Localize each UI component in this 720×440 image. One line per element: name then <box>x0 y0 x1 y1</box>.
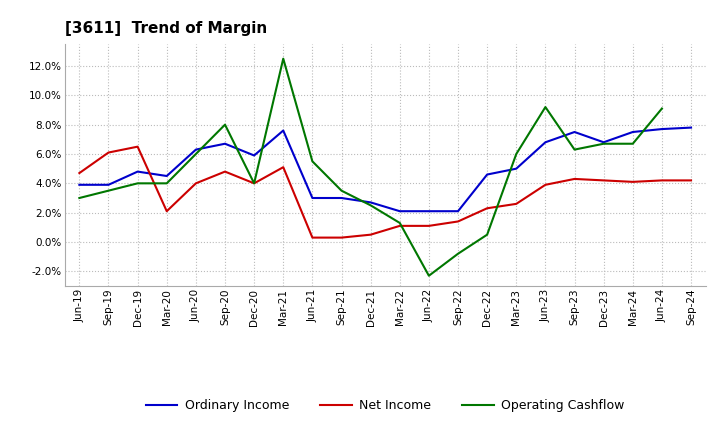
Net Income <box>75 170 84 176</box>
Net Income <box>599 178 608 183</box>
Operating Cashflow <box>657 106 666 111</box>
Ordinary Income <box>541 139 550 145</box>
Operating Cashflow <box>192 151 200 157</box>
Net Income <box>133 144 142 149</box>
Net Income <box>483 205 492 211</box>
Ordinary Income <box>104 182 113 187</box>
Operating Cashflow <box>454 251 462 257</box>
Ordinary Income <box>308 195 317 201</box>
Ordinary Income <box>337 195 346 201</box>
Net Income <box>425 223 433 228</box>
Legend: Ordinary Income, Net Income, Operating Cashflow: Ordinary Income, Net Income, Operating C… <box>141 394 629 417</box>
Operating Cashflow <box>75 195 84 201</box>
Ordinary Income <box>279 128 287 133</box>
Operating Cashflow <box>104 188 113 193</box>
Net Income <box>366 232 375 237</box>
Ordinary Income <box>425 209 433 214</box>
Operating Cashflow <box>541 104 550 110</box>
Operating Cashflow <box>337 188 346 193</box>
Ordinary Income <box>133 169 142 174</box>
Ordinary Income <box>163 173 171 179</box>
Operating Cashflow <box>425 273 433 279</box>
Net Income <box>337 235 346 240</box>
Ordinary Income <box>366 200 375 205</box>
Operating Cashflow <box>366 203 375 208</box>
Line: Net Income: Net Income <box>79 147 691 238</box>
Ordinary Income <box>192 147 200 152</box>
Net Income <box>250 181 258 186</box>
Ordinary Income <box>250 153 258 158</box>
Operating Cashflow <box>308 159 317 164</box>
Operating Cashflow <box>395 220 404 226</box>
Line: Ordinary Income: Ordinary Income <box>79 128 691 211</box>
Net Income <box>104 150 113 155</box>
Net Income <box>308 235 317 240</box>
Operating Cashflow <box>483 232 492 237</box>
Operating Cashflow <box>220 122 229 127</box>
Ordinary Income <box>629 129 637 135</box>
Net Income <box>657 178 666 183</box>
Operating Cashflow <box>133 181 142 186</box>
Net Income <box>541 182 550 187</box>
Ordinary Income <box>599 139 608 145</box>
Operating Cashflow <box>570 147 579 152</box>
Operating Cashflow <box>512 151 521 157</box>
Net Income <box>687 178 696 183</box>
Ordinary Income <box>220 141 229 147</box>
Ordinary Income <box>454 209 462 214</box>
Net Income <box>192 181 200 186</box>
Operating Cashflow <box>599 141 608 147</box>
Operating Cashflow <box>250 181 258 186</box>
Ordinary Income <box>483 172 492 177</box>
Operating Cashflow <box>279 56 287 61</box>
Net Income <box>395 223 404 228</box>
Ordinary Income <box>687 125 696 130</box>
Ordinary Income <box>75 182 84 187</box>
Ordinary Income <box>395 209 404 214</box>
Ordinary Income <box>657 126 666 132</box>
Operating Cashflow <box>629 141 637 147</box>
Operating Cashflow <box>163 181 171 186</box>
Net Income <box>570 176 579 182</box>
Ordinary Income <box>570 129 579 135</box>
Net Income <box>629 179 637 184</box>
Ordinary Income <box>512 166 521 171</box>
Net Income <box>454 219 462 224</box>
Text: [3611]  Trend of Margin: [3611] Trend of Margin <box>65 21 267 36</box>
Net Income <box>163 209 171 214</box>
Line: Operating Cashflow: Operating Cashflow <box>79 59 662 276</box>
Net Income <box>512 201 521 206</box>
Net Income <box>279 165 287 170</box>
Net Income <box>220 169 229 174</box>
